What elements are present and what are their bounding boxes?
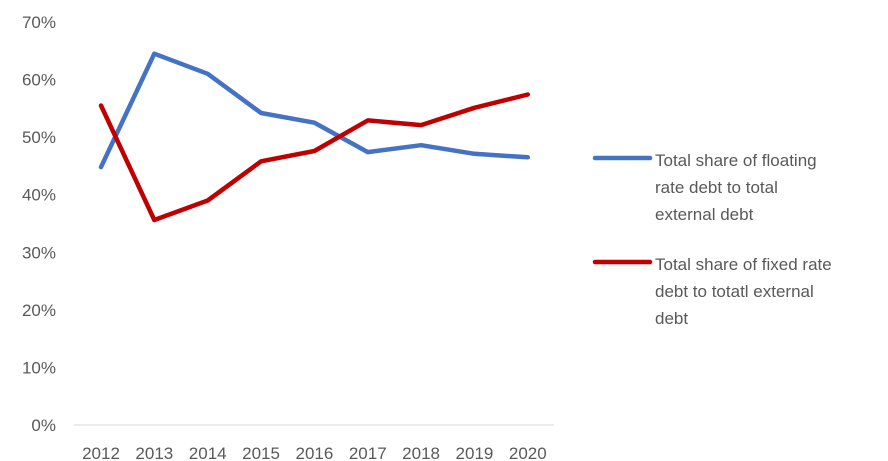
x-tick-label: 2017	[349, 444, 387, 461]
x-tick-label: 2014	[189, 444, 227, 461]
x-tick-label: 2018	[402, 444, 440, 461]
series-line-2	[98, 92, 531, 223]
legend-label: external debt	[655, 205, 754, 224]
x-tick-label: 2013	[135, 444, 173, 461]
x-axis-ticks: 2012 2013 2014 2015 2016 2017 2018 2019 2020	[82, 444, 547, 461]
legend: Total share of floating rate debt to tota…	[592, 151, 832, 328]
x-tick-label: 2016	[295, 444, 333, 461]
y-tick-label: 10%	[22, 358, 56, 377]
legend-item-2: Total share of fixed rate debt to totatl …	[592, 255, 832, 328]
legend-item-1: Total share of floating rate debt to tota…	[592, 151, 817, 224]
x-tick-label: 2019	[456, 444, 494, 461]
legend-label: debt to totatl external	[655, 282, 814, 301]
y-tick-label: 50%	[22, 128, 56, 147]
y-tick-label: 20%	[22, 301, 56, 320]
legend-label: rate debt to total	[655, 178, 778, 197]
x-tick-label: 2015	[242, 444, 280, 461]
y-tick-label: 60%	[22, 71, 56, 90]
y-axis-ticks: 0% 10% 20% 30% 40% 50% 60% 70%	[22, 13, 56, 435]
y-tick-label: 0%	[31, 416, 56, 435]
y-tick-label: 70%	[22, 13, 56, 32]
legend-label: Total share of fixed rate	[655, 255, 832, 274]
series-lines	[98, 51, 531, 223]
series-line-1	[98, 51, 531, 170]
y-tick-label: 40%	[22, 186, 56, 205]
y-tick-label: 30%	[22, 243, 56, 262]
legend-label: Total share of floating	[655, 151, 817, 170]
x-tick-label: 2012	[82, 444, 120, 461]
legend-label: debt	[655, 309, 688, 328]
x-tick-label: 2020	[509, 444, 547, 461]
